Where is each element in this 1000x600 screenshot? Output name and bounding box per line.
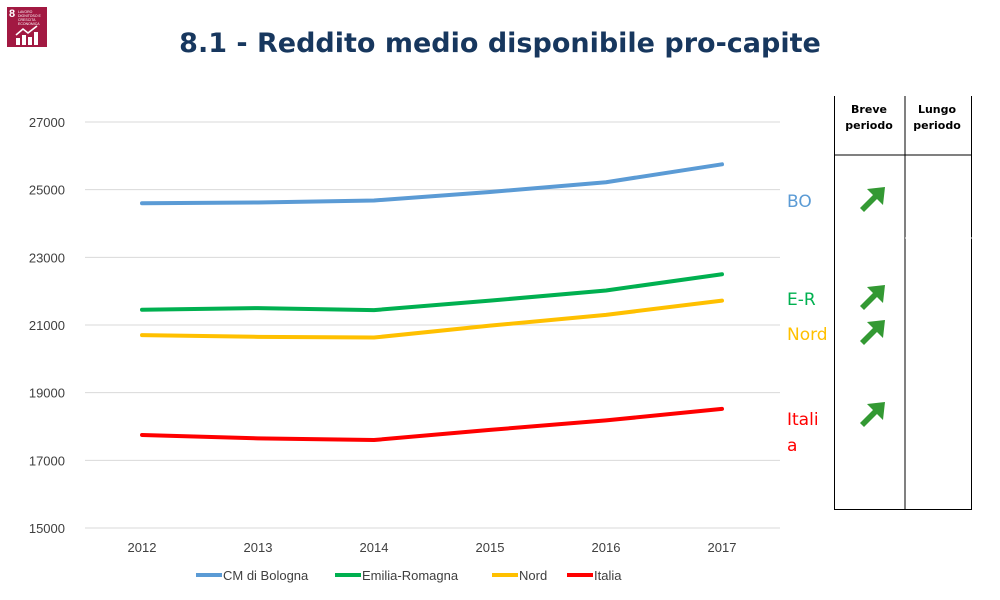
sdg-8-badge: 8 LAVORO DIGNITOSO E CRESCITA ECONOMICA — [7, 7, 47, 47]
label-er: E-R — [787, 290, 816, 310]
legend: CM di Bologna Emilia-Romagna Nord Italia — [196, 568, 622, 583]
header-long-term-line2: periodo — [913, 119, 961, 132]
growth-chart-icon — [15, 25, 38, 45]
page-title: 8.1 - Reddito medio disponibile pro-capi… — [179, 28, 821, 59]
label-italia-1: Itali — [787, 410, 819, 430]
x-tick-label: 2013 — [244, 540, 273, 555]
header-long-term: Lungo periodo — [902, 96, 972, 134]
series-line-nord — [140, 298, 724, 340]
y-tick-label: 15000 — [29, 521, 65, 536]
y-tick-label: 17000 — [29, 453, 65, 468]
x-tick-label: 2016 — [592, 540, 621, 555]
x-tick-label: 2017 — [708, 540, 737, 555]
series-line-bo — [140, 162, 724, 206]
arrow-up-right-icon — [860, 320, 885, 345]
table-borders — [834, 96, 972, 510]
label-italia-2: a — [787, 436, 798, 456]
series-line-italia — [140, 406, 724, 443]
arrow-up-right-icon — [860, 285, 885, 310]
header-short-term-line2: periodo — [845, 119, 893, 132]
y-tick-label: 25000 — [29, 183, 65, 198]
badge-number: 8 — [9, 8, 16, 20]
x-tick-label: 2012 — [128, 540, 157, 555]
y-tick-label: 21000 — [29, 318, 65, 333]
trend-table: Breve periodo Lungo periodo — [834, 96, 972, 510]
header-short-term-line1: Breve — [851, 103, 887, 116]
y-tick-label: 23000 — [29, 250, 65, 265]
x-axis: 2012 2013 2014 2015 2016 2017 — [128, 540, 737, 555]
header-short-term: Breve periodo — [834, 96, 904, 134]
legend-label-nord: Nord — [519, 568, 547, 583]
arrow-up-right-icon — [860, 187, 885, 212]
badge-text: LAVORO DIGNITOSO E CRESCITA ECONOMICA — [18, 10, 41, 26]
legend-label-er: Emilia-Romagna — [362, 568, 459, 583]
y-tick-label: 19000 — [29, 386, 65, 401]
legend-label-italia: Italia — [594, 568, 622, 583]
series-line-er — [140, 272, 724, 313]
x-tick-label: 2014 — [360, 540, 389, 555]
y-tick-label: 27000 — [29, 115, 65, 130]
header-long-term-line1: Lungo — [917, 103, 957, 116]
arrow-up-right-icon — [860, 402, 885, 427]
series-lines — [140, 162, 724, 443]
gridlines — [85, 121, 780, 529]
label-nord: Nord — [787, 325, 828, 345]
label-bo: BO — [787, 192, 812, 212]
x-tick-label: 2015 — [476, 540, 505, 555]
y-axis: 15000 17000 19000 21000 23000 25000 27000 — [29, 115, 65, 536]
legend-label-bo: CM di Bologna — [223, 568, 309, 583]
